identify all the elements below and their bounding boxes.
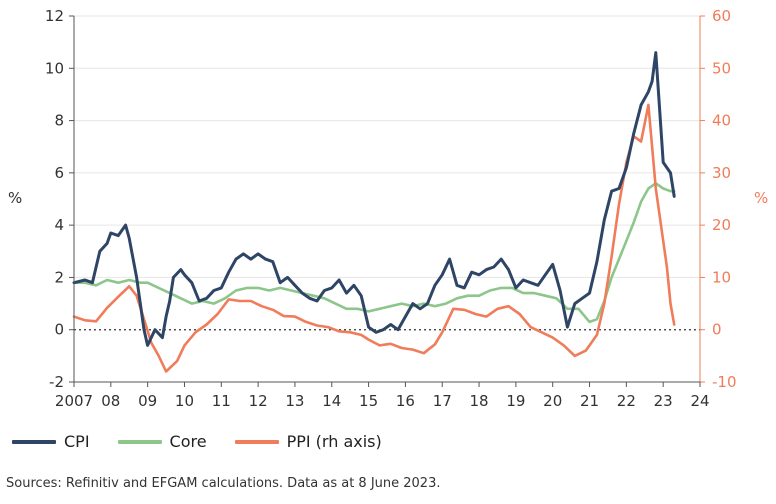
left-y-tick-labels: -2 0 2 4 6 8 10 12 — [45, 7, 64, 391]
left-tick-label: 12 — [45, 7, 64, 25]
left-tick-label: 10 — [45, 59, 64, 77]
x-tick-label: 17 — [433, 392, 452, 410]
x-tick-label: 15 — [359, 392, 378, 410]
right-tick-label: 10 — [712, 268, 731, 286]
x-tick-label: 14 — [322, 392, 341, 410]
right-axis-label: % — [754, 189, 768, 207]
right-tick-label: 20 — [712, 216, 731, 234]
left-tick-label: 8 — [54, 112, 64, 130]
series-lines — [72, 51, 676, 373]
legend-label-cpi: CPI — [64, 432, 90, 451]
legend-item-cpi: CPI — [12, 432, 90, 451]
core-line — [72, 182, 676, 324]
cpi-line — [72, 51, 676, 347]
axes — [69, 15, 705, 387]
x-tick-label: 09 — [138, 392, 157, 410]
legend-label-ppi: PPI (rh axis) — [286, 432, 382, 451]
x-tick-label: 19 — [506, 392, 525, 410]
x-tick-label: 16 — [396, 392, 415, 410]
legend-swatch-core — [117, 439, 162, 444]
right-tick-label: 50 — [712, 59, 731, 77]
left-tick-label: 4 — [54, 216, 64, 234]
source-note: Sources: Refinitiv and EFGAM calculation… — [6, 476, 441, 491]
legend-swatch-cpi — [12, 439, 56, 444]
right-tick-label: -10 — [712, 373, 737, 391]
x-tick-label: 11 — [212, 392, 231, 410]
right-tick-label: 40 — [712, 112, 731, 130]
left-tick-label: 2 — [54, 268, 64, 286]
legend: CPI Core PPI (rh axis) — [12, 432, 410, 451]
x-tick-label: 20 — [543, 392, 562, 410]
x-tick-label: 10 — [175, 392, 194, 410]
legend-item-core: Core — [117, 432, 207, 451]
x-tick-label: 18 — [470, 392, 489, 410]
legend-label-core: Core — [169, 432, 207, 451]
left-tick-label: -2 — [49, 373, 64, 391]
left-tick-label: 0 — [54, 321, 64, 339]
x-tick-label: 22 — [617, 392, 636, 410]
gridlines — [74, 15, 700, 383]
left-axis-label: % — [8, 189, 22, 207]
right-y-tick-labels: -10 0 10 20 30 40 50 60 — [712, 7, 737, 391]
x-tick-label: 23 — [654, 392, 673, 410]
left-tick-label: 6 — [54, 164, 64, 182]
right-tick-label: 30 — [712, 164, 731, 182]
ppi-line — [72, 103, 676, 373]
right-tick-label: 0 — [712, 321, 722, 339]
x-tick-labels: 2007 08 09 10 11 12 13 14 15 16 17 18 19 20 21 22 23 24 — [55, 392, 710, 410]
x-tick-label: 24 — [690, 392, 709, 410]
x-tick-label: 12 — [249, 392, 268, 410]
legend-swatch-ppi — [234, 439, 279, 444]
x-tick-label: 2007 — [55, 392, 93, 410]
x-tick-label: 21 — [580, 392, 599, 410]
x-tick-label: 08 — [101, 392, 120, 410]
legend-item-ppi: PPI (rh axis) — [234, 432, 382, 451]
x-tick-label: 13 — [285, 392, 304, 410]
right-tick-label: 60 — [712, 7, 731, 25]
